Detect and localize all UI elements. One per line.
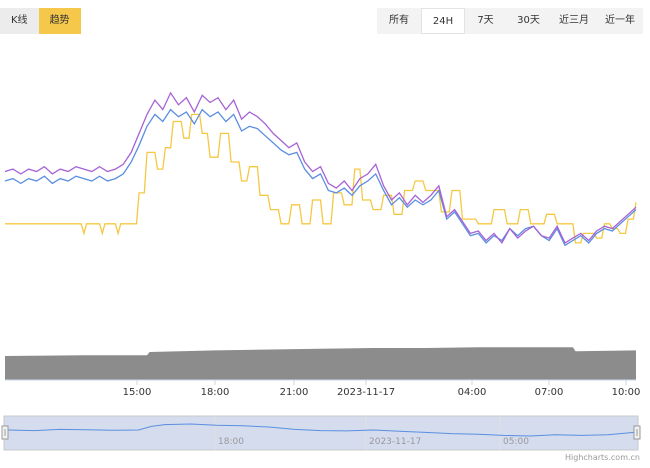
tab-trend[interactable]: 趋势 xyxy=(38,8,81,34)
navigator-tick-label: 05:00 xyxy=(503,437,529,447)
volume-area-shape xyxy=(5,347,636,380)
navigator: 18:00 2023-11-17 05:00 xyxy=(1,415,641,451)
x-tick-label: 07:00 xyxy=(535,387,564,398)
navigator-tick-label: 2023-11-17 xyxy=(369,437,421,447)
x-tick-label: 18:00 xyxy=(201,387,230,398)
navigator-background xyxy=(3,415,639,451)
series-line-purple xyxy=(4,91,637,245)
navigator-series xyxy=(7,423,635,437)
range-7d-button[interactable]: 7天 xyxy=(477,15,494,26)
navigator-tick-label: 18:00 xyxy=(218,437,244,447)
x-tick-label: 21:00 xyxy=(280,387,309,398)
navigator-ticks: 18:00 2023-11-17 05:00 xyxy=(214,416,529,450)
x-tick-label: 10:00 xyxy=(612,387,641,398)
series-line-yellow xyxy=(5,113,637,244)
series-lines xyxy=(4,91,637,247)
range-1y-button[interactable]: 近一年 xyxy=(605,15,635,26)
x-axis: 15:00 18:00 21:00 2023-11-17 04:00 07:00 10:00 xyxy=(5,379,641,398)
x-tick-label: 2023-11-17 xyxy=(337,387,395,398)
range-24h-button[interactable]: 24H xyxy=(421,8,465,34)
x-tick-label: 04:00 xyxy=(458,387,487,398)
x-tick-label: 15:00 xyxy=(123,387,152,398)
volume-area xyxy=(5,347,636,380)
chart-credit[interactable]: Highcharts.com.cn xyxy=(565,453,640,462)
range-30d-button[interactable]: 30天 xyxy=(517,15,540,26)
range-all-button[interactable]: 所有 xyxy=(389,15,409,26)
range-3m-button[interactable]: 近三月 xyxy=(559,15,589,26)
view-tabs: K线 趋势 xyxy=(0,8,81,34)
range-selector: 所有 24H 7天 30天 近三月 近一年 xyxy=(377,8,643,34)
tab-kline[interactable]: K线 xyxy=(0,8,39,34)
series-line-blue xyxy=(4,108,637,247)
